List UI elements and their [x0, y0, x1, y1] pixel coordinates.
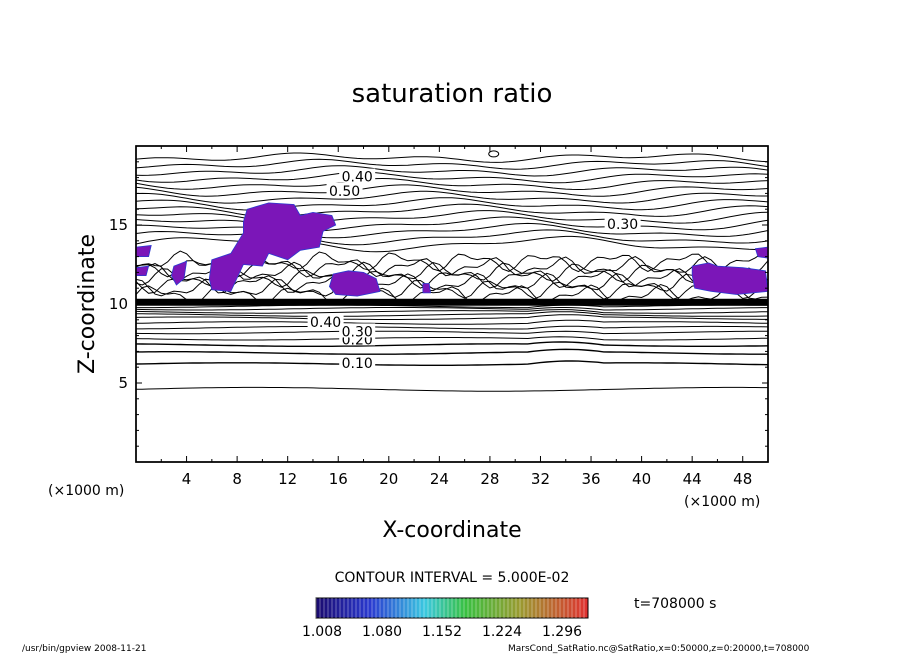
contour-line — [135, 184, 769, 197]
contour-line — [135, 336, 769, 341]
x-tick-label: 36 — [581, 470, 600, 488]
time-label: t=708000 s — [634, 596, 716, 612]
y-unit-label: (×1000 m) — [48, 483, 124, 499]
contour-line — [136, 311, 769, 317]
supersaturated-region — [208, 202, 337, 292]
contour-labels: 0.100.200.300.400.400.500.30 — [307, 168, 641, 372]
x-axis-label: X-coordinate — [382, 518, 521, 543]
contour-line — [135, 229, 769, 246]
supersaturated-region — [135, 265, 150, 276]
contour-line — [135, 158, 769, 170]
x-unit-label: (×1000 m) — [684, 494, 760, 510]
contour-line — [135, 216, 769, 232]
x-tick-label: 24 — [430, 470, 449, 488]
x-tick-label: 48 — [733, 470, 752, 488]
contour-label: 0.30 — [607, 217, 638, 233]
x-tick-label: 28 — [480, 470, 499, 488]
contour-label: 0.40 — [310, 315, 341, 331]
contour-label: 0.50 — [329, 184, 360, 200]
x-tick-label: 20 — [379, 470, 398, 488]
contour-line — [135, 190, 768, 204]
contour-line — [135, 319, 769, 325]
contour-line — [135, 256, 769, 278]
contour-line — [135, 222, 769, 239]
contour-line — [135, 165, 769, 177]
x-tick-label: 8 — [232, 470, 242, 488]
contour-line — [136, 348, 768, 355]
x-tick-label: 12 — [278, 470, 297, 488]
x-tick-label: 16 — [329, 470, 348, 488]
y-ticks: 5 10 15 — [109, 161, 768, 447]
x-tick-label: 32 — [531, 470, 550, 488]
contour-line — [135, 314, 768, 320]
contour-label: 0.10 — [342, 356, 373, 372]
contour-line — [135, 386, 768, 392]
y-tick-label: 10 — [109, 295, 128, 313]
colorbar-tick-5: 1.296 — [542, 624, 582, 640]
x-tick-label: 4 — [182, 470, 192, 488]
contour-label: 0.30 — [342, 324, 373, 340]
contour-line — [135, 360, 769, 366]
y-axis-label: Z-coordinate — [75, 234, 100, 374]
contour-label: 0.40 — [342, 170, 373, 186]
x-ticks: 4 8 12 16 20 24 28 32 36 40 44 48 — [160, 146, 752, 488]
contour-line — [135, 197, 769, 211]
contour-line — [135, 272, 769, 294]
footer-left: /usr/bin/gpview 2008-11-21 — [22, 644, 146, 654]
supersaturated-region — [328, 270, 381, 297]
contour-line — [135, 203, 769, 218]
colorbar-tick-1: 1.008 — [302, 624, 342, 640]
contour-line — [135, 307, 768, 311]
y-tick-label: 5 — [118, 374, 128, 392]
contour-line — [135, 171, 769, 184]
contour-line — [135, 330, 768, 335]
x-tick-label: 44 — [683, 470, 702, 488]
supersaturated-regions — [135, 202, 769, 297]
contour-line — [135, 309, 769, 314]
contour-line — [136, 325, 769, 330]
contour-interval: CONTOUR INTERVAL = 5.000E-02 — [335, 570, 570, 586]
colorbar: 1.008 1.080 1.152 1.224 1.296 — [302, 597, 589, 640]
colorbar-tick-3: 1.152 — [422, 624, 462, 640]
y-tick-label: 15 — [109, 216, 128, 234]
contour-line — [135, 341, 769, 347]
plot-area: 0.100.200.300.400.400.500.30 4 8 12 16 20 24 2… — [109, 145, 769, 488]
colorbar-tick-2: 1.080 — [362, 624, 402, 640]
contour-line — [136, 304, 769, 309]
x-tick-label: 40 — [632, 470, 651, 488]
contour-line — [135, 177, 769, 191]
colorbar-tick-4: 1.224 — [482, 624, 522, 640]
contour-line — [488, 150, 500, 158]
footer-right: MarsCond_SatRatio.nc@SatRatio,x=0:50000,… — [508, 644, 810, 654]
supersaturated-region — [422, 283, 431, 294]
contour-line — [135, 152, 769, 163]
contour-line — [135, 210, 769, 225]
contour-line — [135, 278, 769, 300]
supersaturated-region — [170, 260, 188, 286]
chart-title: saturation ratio — [352, 79, 553, 109]
supersaturated-region — [135, 245, 152, 257]
contour-lines — [135, 150, 769, 392]
